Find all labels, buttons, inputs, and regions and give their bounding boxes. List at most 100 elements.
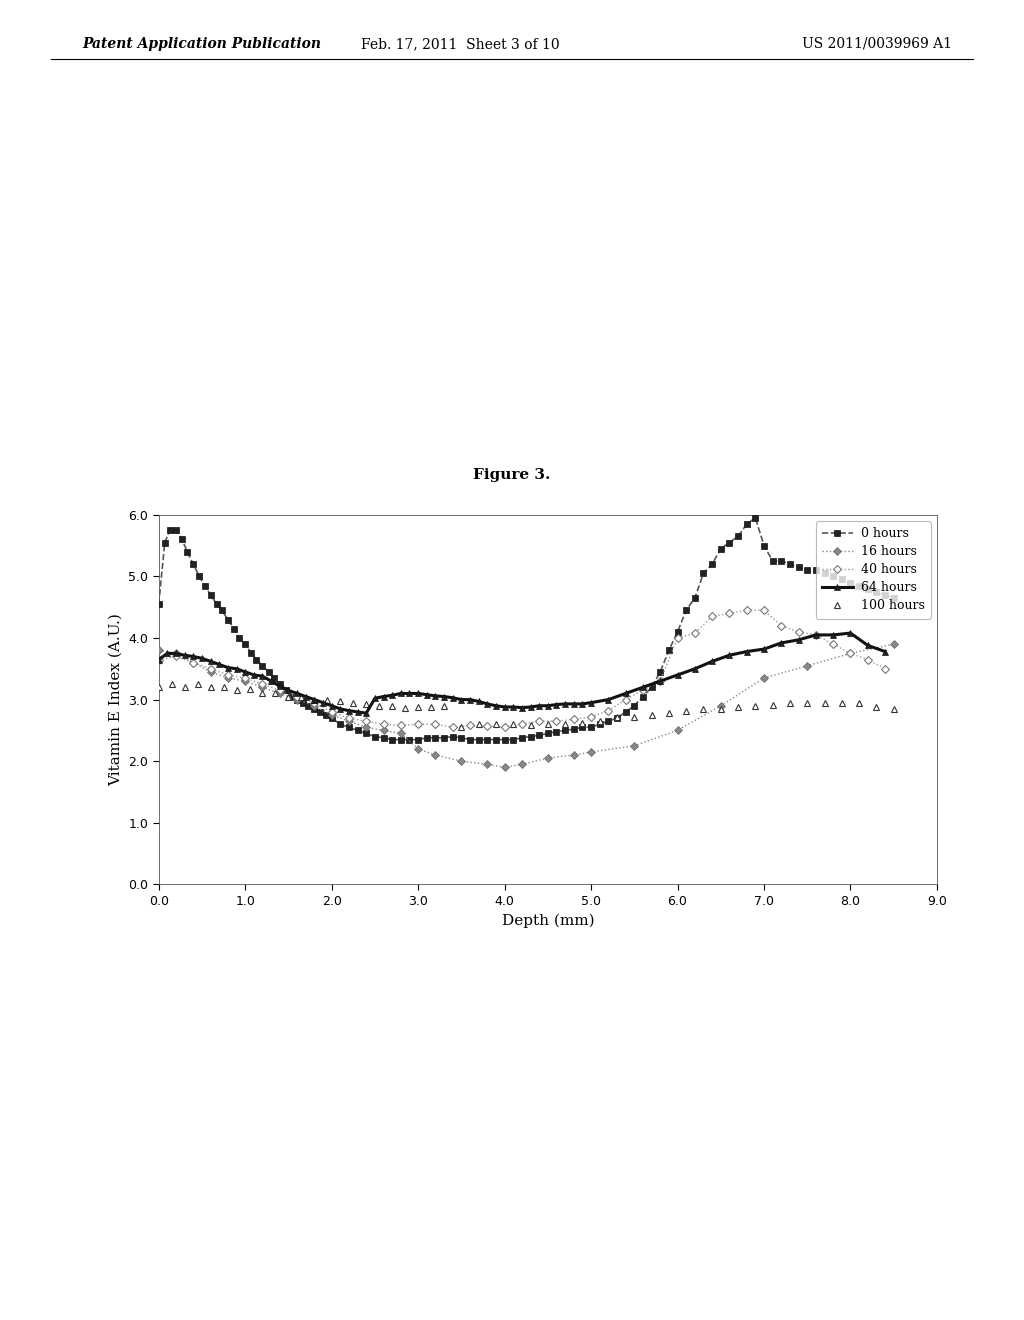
40 hours [602, 702, 614, 718]
100 hours [836, 694, 848, 710]
Line: 100 hours: 100 hours [156, 681, 897, 731]
100 hours [489, 717, 502, 733]
64 hours [879, 644, 891, 660]
40 hours [723, 606, 735, 622]
100 hours [542, 717, 554, 733]
0 hours [888, 590, 900, 606]
100 hours [269, 685, 282, 701]
0 hours [153, 597, 165, 612]
64 hours [758, 642, 770, 657]
40 hours [378, 717, 390, 733]
16 hours [256, 680, 268, 696]
40 hours [827, 636, 840, 652]
100 hours [347, 694, 359, 710]
100 hours [334, 693, 346, 709]
40 hours [689, 626, 701, 642]
64 hours [654, 673, 667, 689]
40 hours [205, 661, 217, 677]
100 hours [783, 694, 796, 710]
16 hours [326, 708, 338, 723]
100 hours [750, 698, 762, 714]
40 hours [308, 694, 321, 710]
40 hours [412, 717, 424, 733]
100 hours [153, 680, 165, 696]
16 hours [343, 713, 355, 729]
100 hours [412, 700, 424, 715]
100 hours [295, 689, 307, 705]
40 hours [775, 618, 787, 634]
100 hours [230, 682, 243, 698]
100 hours [178, 680, 190, 696]
100 hours [680, 702, 692, 718]
Line: 0 hours: 0 hours [156, 515, 897, 743]
Y-axis label: Vitamin E Index (A.U.): Vitamin E Index (A.U.) [109, 614, 123, 785]
40 hours [394, 718, 407, 734]
100 hours [399, 700, 412, 715]
100 hours [205, 680, 217, 696]
16 hours [308, 698, 321, 714]
16 hours [845, 645, 857, 661]
16 hours [542, 750, 554, 766]
40 hours [879, 661, 891, 677]
40 hours [273, 682, 286, 698]
40 hours [187, 655, 200, 671]
Text: US 2011/0039969 A1: US 2011/0039969 A1 [803, 37, 952, 51]
16 hours [585, 744, 597, 760]
0 hours [516, 730, 528, 746]
100 hours [217, 680, 229, 696]
16 hours [291, 692, 303, 708]
16 hours [412, 741, 424, 756]
100 hours [628, 709, 640, 725]
16 hours [801, 657, 813, 673]
100 hours [386, 698, 398, 714]
100 hours [360, 696, 373, 711]
40 hours [637, 682, 649, 698]
Text: Figure 3.: Figure 3. [473, 467, 551, 482]
40 hours [758, 602, 770, 618]
40 hours [464, 718, 476, 734]
100 hours [853, 694, 865, 710]
64 hours [775, 635, 787, 651]
100 hours [244, 681, 256, 697]
16 hours [205, 664, 217, 680]
40 hours [567, 711, 580, 727]
100 hours [524, 718, 537, 734]
64 hours [845, 626, 857, 642]
0 hours [227, 620, 240, 636]
16 hours [628, 738, 640, 754]
40 hours [153, 652, 165, 668]
40 hours [256, 676, 268, 692]
100 hours [732, 700, 744, 715]
0 hours [429, 730, 441, 746]
40 hours [239, 671, 251, 686]
40 hours [845, 645, 857, 661]
64 hours [550, 697, 562, 713]
100 hours [438, 698, 451, 714]
100 hours [322, 692, 334, 708]
100 hours [594, 713, 606, 729]
40 hours [326, 704, 338, 719]
16 hours [222, 671, 234, 686]
16 hours [456, 754, 468, 770]
16 hours [672, 722, 684, 738]
100 hours [663, 705, 675, 721]
100 hours [697, 701, 710, 717]
Text: Feb. 17, 2011  Sheet 3 of 10: Feb. 17, 2011 Sheet 3 of 10 [361, 37, 560, 51]
16 hours [429, 747, 441, 763]
Text: Patent Application Publication: Patent Application Publication [82, 37, 321, 51]
Legend: 0 hours, 16 hours, 40 hours, 64 hours, 100 hours: 0 hours, 16 hours, 40 hours, 64 hours, 1… [815, 521, 931, 619]
16 hours [758, 671, 770, 686]
40 hours [810, 627, 822, 643]
16 hours [170, 645, 182, 661]
100 hours [166, 676, 178, 692]
64 hours [793, 632, 805, 648]
Line: 16 hours: 16 hours [156, 642, 896, 770]
100 hours [767, 697, 779, 713]
16 hours [239, 673, 251, 689]
64 hours [360, 705, 373, 721]
100 hours [801, 694, 813, 710]
64 hours [153, 652, 165, 668]
40 hours [499, 719, 511, 735]
100 hours [888, 701, 900, 717]
40 hours [360, 713, 373, 729]
